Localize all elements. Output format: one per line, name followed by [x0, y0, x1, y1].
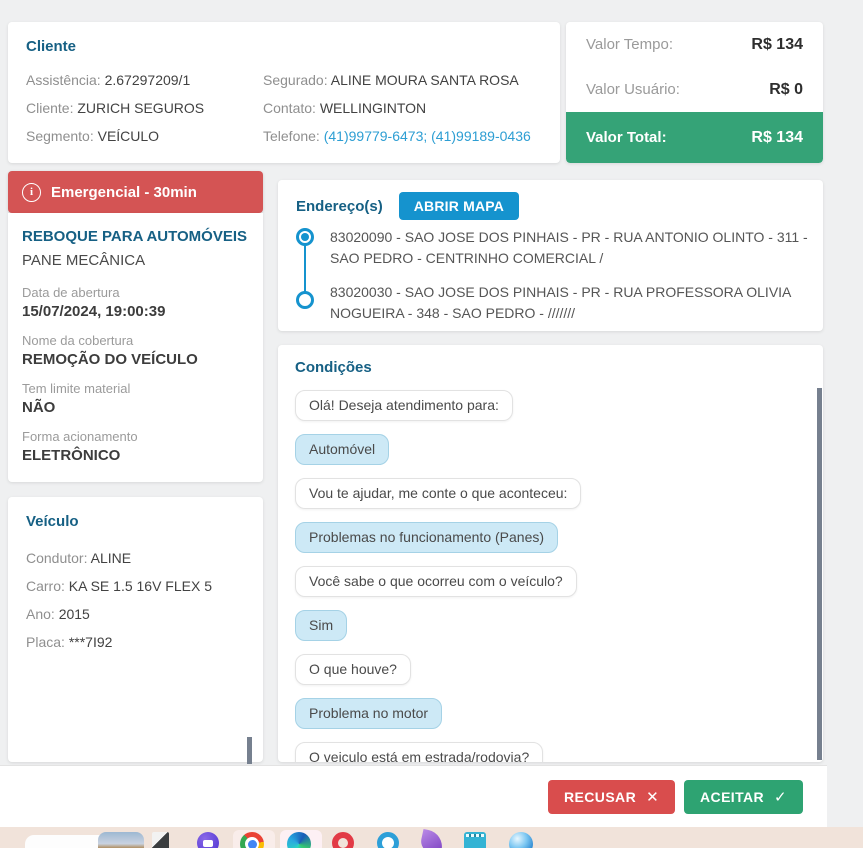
action-footer: RECUSAR ✕ ACEITAR ✓: [0, 765, 827, 827]
vehicle-card: Veículo Condutor: ALINE Carro: KA SE 1.5…: [8, 497, 263, 762]
chat-question-bubble: Vou te ajudar, me conte o que aconteceu:: [295, 478, 582, 509]
address-card-header: Endereço(s) ABRIR MAPA: [296, 192, 811, 220]
service-problem: PANE MECÂNICA: [22, 252, 146, 269]
client-card-title: Cliente: [26, 38, 77, 55]
chat-answer-bubble: Automóvel: [295, 434, 390, 465]
chat-question-bubble: O veiculo está em estrada/rodovia?: [295, 742, 544, 762]
destination-radio-icon[interactable]: [296, 291, 314, 309]
pen-app-icon[interactable]: [418, 828, 446, 848]
price-summary-card: Valor Tempo: R$ 134 Valor Usuário: R$ 0 …: [566, 22, 823, 163]
material-limit-field: Tem limite material NÃO: [22, 381, 131, 416]
assistance-number-row: Assistência: 2.67297209/1: [26, 72, 191, 88]
origin-radio-icon[interactable]: [296, 228, 314, 246]
emergency-banner-label: Emergencial - 30min: [51, 183, 197, 201]
valor-tempo-row: Valor Tempo: R$ 134: [586, 35, 803, 54]
contact-row: Contato: WELLINGINTON: [263, 100, 427, 116]
conditions-scrollbar-thumb[interactable]: [817, 388, 822, 760]
accept-button[interactable]: ACEITAR ✓: [684, 779, 803, 814]
segment-row: Segmento: VEÍCULO: [26, 128, 160, 144]
open-date-field: Data de abertura 15/07/2024, 19:00:39: [22, 285, 166, 320]
conditions-card: Condições Olá! Deseja atendimento para: …: [278, 345, 823, 762]
refuse-button-label: RECUSAR: [564, 788, 637, 805]
car-row: Carro: KA SE 1.5 16V FLEX 5: [26, 578, 212, 594]
client-name-row: Cliente: ZURICH SEGUROS: [26, 100, 205, 116]
address-card: Endereço(s) ABRIR MAPA 83020090 - SAO JO…: [278, 180, 823, 331]
chat-question-bubble: O que houve?: [295, 654, 411, 685]
address-timeline: [296, 228, 316, 309]
address-card-title: Endereço(s): [296, 197, 383, 215]
open-map-button[interactable]: ABRIR MAPA: [398, 192, 520, 220]
accept-button-label: ACEITAR: [700, 788, 765, 805]
valor-total-bar: Valor Total: R$ 134: [566, 112, 823, 163]
chrome-icon[interactable]: [240, 832, 264, 848]
trigger-form-field: Forma acionamento ELETRÔNICO: [22, 429, 138, 464]
chat-question-bubble: Olá! Deseja atendimento para:: [295, 390, 513, 421]
files-icon[interactable]: [152, 832, 169, 848]
opera-icon[interactable]: [332, 832, 354, 848]
insured-row: Segurado: ALINE MOURA SANTA ROSA: [263, 72, 519, 88]
chat-answer-bubble: Problemas no funcionamento (Panes): [295, 522, 559, 553]
check-icon: ✓: [774, 788, 787, 806]
notes-app-icon[interactable]: [464, 832, 486, 848]
chat-answer-bubble: Problema no motor: [295, 698, 443, 729]
client-card: Cliente Assistência: 2.67297209/1 Client…: [8, 22, 560, 163]
phone-numbers-link[interactable]: (41)99779-6473; (41)99189-0436: [323, 128, 531, 144]
destination-address: 83020030 - SAO JOSE DOS PINHAIS - PR - R…: [330, 284, 791, 321]
client-info-left-column: Assistência: 2.67297209/1 Cliente: ZURIC…: [26, 66, 204, 150]
media-app-icon[interactable]: [197, 832, 219, 848]
client-info-right-column: Segurado: ALINE MOURA SANTA ROSA Contato…: [263, 66, 531, 150]
info-circle-icon: i: [22, 182, 41, 202]
x-icon: ✕: [646, 788, 660, 806]
edge-icon[interactable]: [287, 832, 311, 848]
driver-row: Condutor: ALINE: [26, 550, 132, 566]
emergency-banner: i Emergencial - 30min: [8, 171, 263, 213]
plate-row: Placa: ***7I92: [26, 634, 113, 650]
refuse-button[interactable]: RECUSAR ✕: [548, 779, 676, 814]
vehicle-card-title: Veículo: [26, 513, 79, 530]
globe-app-icon[interactable]: [509, 832, 533, 848]
year-row: Ano: 2015: [26, 606, 90, 622]
chat-answer-bubble: Sim: [295, 610, 348, 641]
left-panel-scrollbar-thumb[interactable]: [247, 737, 252, 764]
coverage-name-field: Nome da cobertura REMOÇÃO DO VEÍCULO: [22, 333, 198, 368]
origin-address: 83020090 - SAO JOSE DOS PINHAIS - PR - R…: [330, 229, 808, 266]
valor-usuario-row: Valor Usuário: R$ 0: [586, 80, 803, 99]
os-taskbar: [0, 827, 863, 848]
photos-widget-icon[interactable]: [98, 832, 144, 848]
browser-ring-icon[interactable]: [377, 832, 399, 848]
conditions-card-title: Condições: [295, 359, 372, 376]
timeline-connector-line: [304, 238, 306, 299]
chat-question-bubble: Você sabe o que ocorreu com o veículo?: [295, 566, 577, 597]
phone-row: Telefone: (41)99779-6473; (41)99189-0436: [263, 128, 531, 144]
service-name: REBOQUE PARA AUTOMÓVEIS: [22, 228, 248, 245]
service-card: REBOQUE PARA AUTOMÓVEIS PANE MECÂNICA Da…: [8, 213, 263, 482]
